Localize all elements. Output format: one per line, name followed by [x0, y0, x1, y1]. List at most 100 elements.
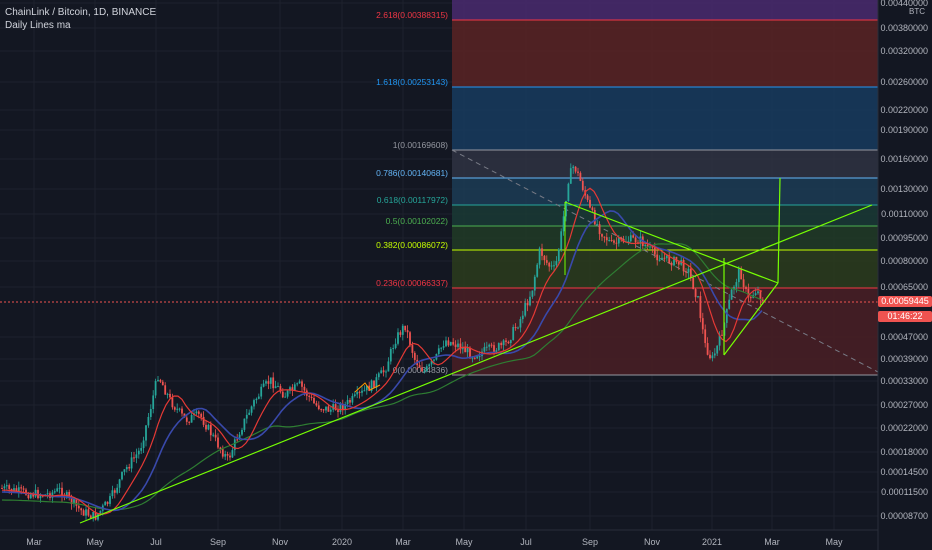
price-axis-label: 0.00047000 — [880, 332, 928, 342]
candle-body — [509, 340, 512, 344]
candle-body — [344, 404, 347, 410]
candle-body — [106, 501, 109, 504]
indicator-title[interactable]: Daily Lines ma — [5, 20, 71, 31]
candle-body — [685, 271, 687, 273]
candle-body — [226, 454, 229, 456]
symbol-title[interactable]: ChainLink / Bitcoin, 1D, BINANCE — [5, 7, 157, 18]
candle-body — [147, 416, 150, 426]
candle-body — [457, 343, 459, 347]
candle-body — [541, 248, 543, 256]
candle-body — [99, 510, 102, 514]
candle-body — [421, 367, 423, 372]
candle-body — [145, 425, 147, 441]
candle-body — [461, 347, 464, 350]
candle-body — [632, 235, 635, 238]
candle-body — [701, 318, 704, 330]
candle-body — [111, 490, 114, 497]
candle-body — [142, 440, 145, 449]
candle-body — [478, 356, 481, 358]
candle-body — [428, 364, 431, 367]
candle-body — [454, 344, 457, 347]
candle-body — [17, 487, 20, 492]
fib-zone — [452, 178, 878, 205]
chart-legend: ChainLink / Bitcoin, 1D, BINANCE Daily L… — [5, 6, 156, 32]
candle-body — [423, 370, 426, 372]
price-axis-label: 0.00022000 — [880, 423, 928, 433]
candle-body — [425, 366, 428, 371]
candle-body — [157, 379, 159, 382]
candle-body — [735, 282, 738, 287]
candle-body — [601, 234, 603, 237]
candle-body — [173, 407, 176, 410]
candle-body — [178, 408, 181, 410]
candle-body — [123, 469, 126, 472]
candle-body — [85, 509, 87, 516]
fib-zone — [452, 150, 878, 178]
candle-body — [229, 455, 231, 458]
candle-body — [82, 510, 85, 516]
candle-body — [34, 489, 37, 497]
candle-body — [562, 216, 565, 232]
candle-body — [217, 437, 219, 448]
candle-body — [725, 308, 728, 323]
price-axis-label: 0.00018000 — [880, 447, 928, 457]
candle-body — [517, 327, 519, 329]
time-axis-label: 2020 — [332, 537, 352, 547]
candle-body — [320, 409, 323, 411]
ma-slow-line — [1, 242, 763, 511]
candle-body — [205, 424, 207, 430]
fib-level-label: 2.618(0.00388315) — [376, 10, 448, 20]
candle-body — [473, 357, 476, 359]
price-axis-label: 0.00039000 — [880, 354, 928, 364]
fib-level-label: 0.382(0.00086072) — [376, 240, 448, 250]
candle-body — [392, 347, 395, 349]
candle-body — [337, 410, 339, 412]
candle-body — [365, 385, 368, 391]
candle-body — [125, 466, 128, 470]
time-axis-label: Jul — [150, 537, 162, 547]
time-axis-label: Mar — [26, 537, 42, 547]
candle-body — [346, 399, 349, 405]
candle-body — [761, 299, 764, 302]
candle-body — [409, 332, 411, 346]
candle-body — [248, 412, 251, 415]
candle-body — [265, 381, 267, 384]
candle-body — [452, 342, 455, 345]
candle-body — [296, 383, 299, 385]
candle-body — [670, 262, 673, 266]
candle-body — [190, 415, 193, 423]
candle-body — [560, 231, 563, 250]
candle-body — [538, 248, 541, 265]
time-axis-label: May — [86, 537, 104, 547]
candle-body — [656, 254, 659, 261]
candle-body — [629, 235, 632, 242]
candle-body — [644, 244, 647, 247]
candle-body — [118, 479, 121, 488]
candle-body — [171, 397, 174, 408]
candle-body — [589, 199, 591, 208]
candle-body — [524, 302, 527, 316]
candle-body — [181, 408, 183, 414]
candle-body — [716, 345, 719, 354]
candle-body — [382, 370, 385, 373]
candle-body — [236, 439, 239, 441]
candle-body — [53, 491, 56, 493]
candle-body — [406, 330, 409, 333]
candle-body — [759, 291, 762, 300]
candle-body — [526, 302, 529, 306]
price-axis-label: 0.00014500 — [880, 467, 928, 477]
candle-body — [521, 315, 524, 320]
candle-body — [617, 237, 620, 244]
candle-body — [87, 509, 90, 516]
candle-body — [214, 434, 217, 438]
price-axis-label: 0.00380000 — [880, 23, 928, 33]
fib-zone — [452, 226, 878, 250]
dashed-trendline — [451, 149, 879, 373]
candle-body — [1, 488, 3, 489]
time-axis-label: Jul — [520, 537, 532, 547]
candle-body — [149, 409, 152, 417]
candle-body — [339, 403, 342, 412]
candle-body — [128, 466, 131, 469]
